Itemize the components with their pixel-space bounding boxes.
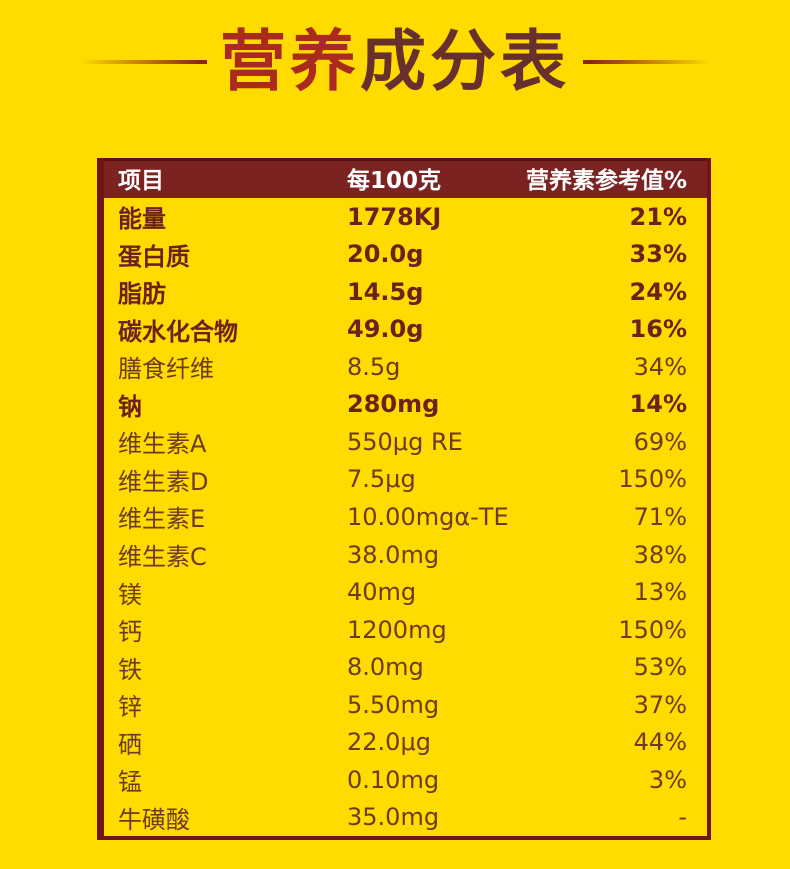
nutrient-value-cell: 550μg RE <box>347 427 463 456</box>
nutrient-value-cell: 22.0μg <box>347 728 431 757</box>
header-cell-nrv: 营养素参考值% <box>525 168 687 194</box>
nutrient-name-cell: 牛磺酸 <box>118 805 190 834</box>
table-row: 牛磺酸 35.0mg - <box>104 798 707 836</box>
nutrient-nrv-cell: 16% <box>629 315 687 344</box>
header-cell-per-100g: 每100克 <box>347 168 442 194</box>
nutrient-name-cell: 脂肪 <box>118 280 166 309</box>
nutrient-nrv-cell: 34% <box>633 352 687 381</box>
table-row: 锰 0.10mg 3% <box>104 761 707 799</box>
nutrient-nrv-cell: - <box>678 803 687 832</box>
nutrient-value-cell: 10.00mgα-TE <box>347 502 509 531</box>
nutrient-name-cell: 铁 <box>118 655 142 684</box>
nutrient-value-cell: 14.5g <box>347 277 424 306</box>
nutrient-value-cell: 1200mg <box>347 615 447 644</box>
nutrient-value-cell: 0.10mg <box>347 765 440 794</box>
table-row: 膳食纤维 8.5g 34% <box>104 348 707 386</box>
nutrient-name-cell: 蛋白质 <box>118 242 190 271</box>
nutrient-value-cell: 8.5g <box>347 352 401 381</box>
nutrient-value-cell: 35.0mg <box>347 803 440 832</box>
title-section: 营养成分表 <box>0 24 790 100</box>
nutrient-value-cell: 49.0g <box>347 315 424 344</box>
table-body: 能量 1778KJ 21% 蛋白质 20.0g 33% 脂肪 14.5g 24%… <box>104 198 707 836</box>
page-title: 营养成分表 <box>220 24 570 100</box>
nutrient-name-cell: 锰 <box>118 768 142 797</box>
nutrient-value-cell: 38.0mg <box>347 540 440 569</box>
nutrient-nrv-cell: 37% <box>633 690 687 719</box>
table-header-row: 项目 每100克 营养素参考值% <box>104 158 707 198</box>
nutrient-value-cell: 5.50mg <box>347 690 440 719</box>
nutrient-value-cell: 40mg <box>347 578 417 607</box>
nutrient-name-cell: 维生素A <box>118 430 207 459</box>
nutrient-value-cell: 20.0g <box>347 240 424 269</box>
nutrient-name-cell: 膳食纤维 <box>118 355 214 384</box>
table-row: 维生素C 38.0mg 38% <box>104 536 707 574</box>
header-cell-item: 项目 <box>118 168 164 194</box>
nutrient-name-cell: 碳水化合物 <box>118 317 238 346</box>
nutrient-nrv-cell: 69% <box>633 427 687 456</box>
table-row: 钙 1200mg 150% <box>104 611 707 649</box>
nutrient-nrv-cell: 13% <box>633 578 687 607</box>
nutrient-nrv-cell: 150% <box>618 465 687 494</box>
table-row: 硒 22.0μg 44% <box>104 723 707 761</box>
nutrient-nrv-cell: 38% <box>633 540 687 569</box>
table-row: 蛋白质 20.0g 33% <box>104 236 707 274</box>
nutrient-name-cell: 钠 <box>118 392 142 421</box>
nutrient-nrv-cell: 44% <box>633 728 687 757</box>
nutrient-value-cell: 7.5μg <box>347 465 416 494</box>
nutrient-name-cell: 锌 <box>118 693 142 722</box>
table-row: 维生素E 10.00mgα-TE 71% <box>104 498 707 536</box>
nutrient-name-cell: 硒 <box>118 730 142 759</box>
nutrient-nrv-cell: 3% <box>648 765 687 794</box>
nutrient-name-cell: 维生素E <box>118 505 206 534</box>
nutrient-name-cell: 维生素D <box>118 467 209 496</box>
nutrient-value-cell: 1778KJ <box>347 202 442 231</box>
page-title-part2: 成分表 <box>360 23 570 100</box>
table-row: 铁 8.0mg 53% <box>104 648 707 686</box>
nutrition-table: 项目 每100克 营养素参考值% 能量 1778KJ 21% 蛋白质 20.0g… <box>97 158 711 840</box>
nutrient-value-cell: 280mg <box>347 390 440 419</box>
table-row: 碳水化合物 49.0g 16% <box>104 311 707 349</box>
title-divider-left-line <box>75 60 207 64</box>
table-row: 能量 1778KJ 21% <box>104 198 707 236</box>
nutrient-nrv-cell: 71% <box>633 502 687 531</box>
table-row: 镁 40mg 13% <box>104 573 707 611</box>
nutrient-name-cell: 能量 <box>118 205 166 234</box>
nutrient-value-cell: 8.0mg <box>347 653 424 682</box>
table-row: 脂肪 14.5g 24% <box>104 273 707 311</box>
table-row: 维生素D 7.5μg 150% <box>104 461 707 499</box>
table-row: 锌 5.50mg 37% <box>104 686 707 724</box>
table-row: 维生素A 550μg RE 69% <box>104 423 707 461</box>
title-divider-right-line <box>583 60 715 64</box>
nutrient-nrv-cell: 53% <box>633 653 687 682</box>
nutrient-nrv-cell: 24% <box>629 277 687 306</box>
nutrient-nrv-cell: 33% <box>629 240 687 269</box>
nutrient-nrv-cell: 14% <box>629 390 687 419</box>
nutrient-nrv-cell: 21% <box>629 202 687 231</box>
page-title-part1: 营养 <box>220 23 360 100</box>
nutrient-nrv-cell: 150% <box>618 615 687 644</box>
nutrient-name-cell: 维生素C <box>118 543 207 572</box>
nutrient-name-cell: 镁 <box>118 580 142 609</box>
nutrient-name-cell: 钙 <box>118 618 142 647</box>
table-row: 钠 280mg 14% <box>104 386 707 424</box>
